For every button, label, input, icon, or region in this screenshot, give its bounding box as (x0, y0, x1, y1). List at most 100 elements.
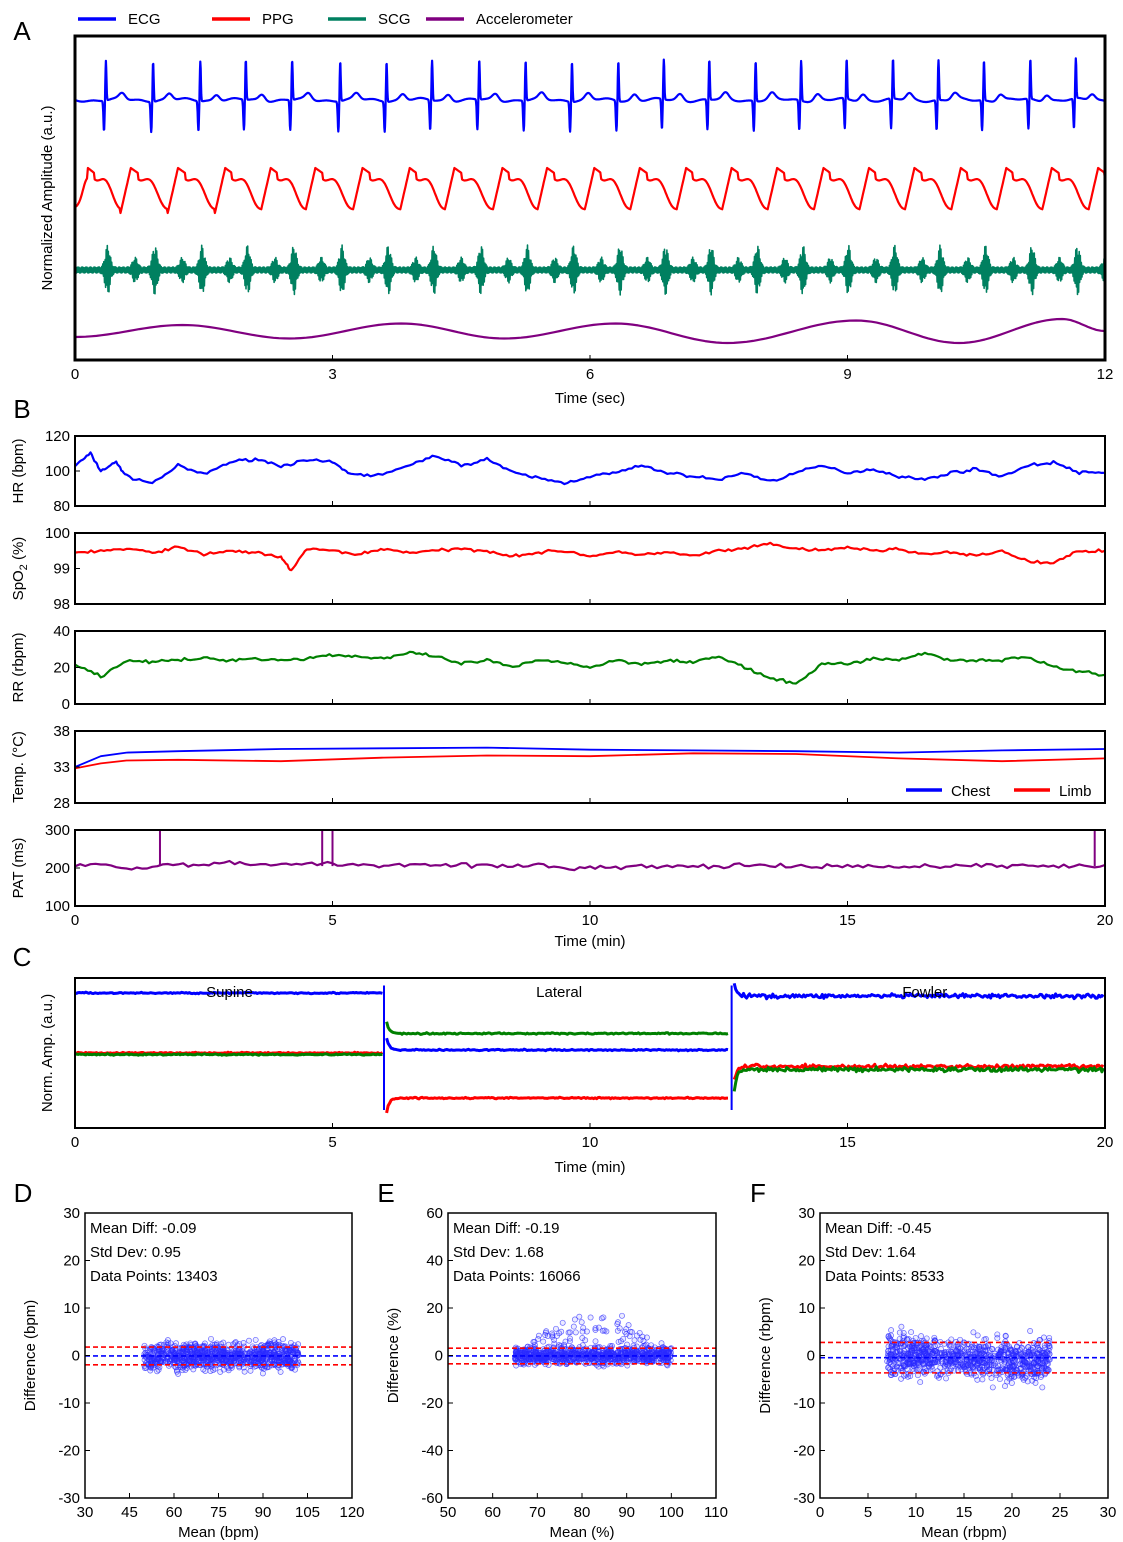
panel-f-point (905, 1336, 912, 1343)
panel-c-series-1-segment-1 (385, 1095, 728, 1114)
panel-f-point (994, 1335, 1001, 1342)
panel-b-sub-1-ytick-label-1: 99 (53, 561, 70, 578)
panel-f-point (896, 1351, 903, 1358)
panel-b-sub-0-ylabel: HR (bpm) (10, 438, 27, 503)
panel-a-xlabel: Time (sec) (555, 390, 625, 407)
panel-e-ytick-label-2: -20 (421, 1395, 443, 1412)
panel-d-point (247, 1367, 254, 1374)
panel-a-frame (73, 34, 1107, 362)
panel-f-point (939, 1358, 945, 1365)
panel-f-xtick-label-6: 30 (1100, 1504, 1117, 1521)
panel-f-point (1002, 1338, 1009, 1345)
panel-b-sub-4: 100 200 300 0 5 10 15 20 PAT (ms) (10, 822, 1113, 929)
panel-b-sub-1-ylabel-sub: 2 (18, 564, 30, 570)
panel-b-sub-4-ytick-label-0: 100 (45, 898, 70, 915)
panel-e-ytick-label-1: -40 (421, 1443, 443, 1460)
panel-f-point (1045, 1367, 1052, 1373)
panel-f-point (948, 1336, 955, 1343)
panel-b-sub-1-frame (74, 532, 1106, 605)
panel-e-point (664, 1357, 671, 1364)
panel-c-series-0-segment-1 (385, 1037, 729, 1053)
panel-e-point (572, 1329, 579, 1336)
panel-f-ytick-label-6: 30 (798, 1205, 815, 1222)
panel-b-sub-3-series-1 (74, 752, 1106, 770)
panel-e-point (627, 1328, 634, 1335)
panel-d-point (210, 1344, 217, 1351)
panel-c-series-0-segment-0 (74, 990, 383, 996)
panel-e-xtick-label-3: 80 (574, 1504, 591, 1521)
panel-b-sub-1-ytick-label-0: 98 (53, 596, 70, 613)
panel-e-point (586, 1359, 593, 1366)
panel-d-point (246, 1337, 252, 1344)
panel-d-stat-0: Mean Diff: -0.09 (90, 1220, 196, 1237)
panel-f-point (905, 1370, 912, 1377)
panel-d-point (240, 1340, 247, 1346)
panel-f-point (934, 1373, 940, 1380)
panel-d-ytick-label-6: 30 (63, 1205, 80, 1222)
panel-e-xtick-label-4: 90 (618, 1504, 635, 1521)
panel-d-point (179, 1367, 186, 1374)
panel-f-xtick-label-1: 5 (864, 1504, 872, 1521)
panel-d-ytick-label-0: -30 (58, 1490, 80, 1507)
panel-d-point (240, 1364, 247, 1371)
panel-b-sub-4-xtick-label-0: 0 (71, 912, 79, 929)
panel-e-point (592, 1338, 599, 1345)
panel-b-sub-2-ytick-label-0: 0 (62, 696, 70, 713)
panel-f-point (1021, 1358, 1028, 1365)
panel-f-point (1002, 1333, 1009, 1340)
panel-a-xtick-label-3: 9 (843, 366, 851, 383)
panel-f-ytick-label-1: -20 (793, 1443, 815, 1460)
panel-f-point (1039, 1384, 1046, 1391)
panel-f-point (909, 1365, 916, 1372)
panel-e-point (512, 1356, 519, 1363)
panel-e-point (639, 1348, 645, 1355)
panel-letter-b: B (13, 394, 30, 424)
panel-e-point (566, 1338, 573, 1345)
panel-f-point (984, 1362, 991, 1369)
panel-c: C 0 5 10 15 20 Supine Lateral Fowler Time (min) No… (13, 942, 1114, 1176)
panel-f-point (1039, 1364, 1046, 1371)
panel-e-point (565, 1329, 572, 1336)
panel-e-point (579, 1335, 586, 1341)
panel-d-point (152, 1356, 158, 1362)
panel-d-ytick-label-5: 20 (63, 1253, 80, 1270)
panel-e-point (522, 1355, 529, 1362)
panel-c-annotation-1: Lateral (536, 984, 582, 1001)
panel-c-series-2-segment-2 (732, 1065, 1105, 1092)
panel-b-sub-2-ytick-label-1: 20 (53, 660, 70, 677)
panel-b-sub-3-legend-label-0: Chest (951, 783, 991, 800)
panel-d-xtick-label-0: 30 (77, 1504, 94, 1521)
panel-f-point (1037, 1373, 1044, 1380)
panel-e-point (614, 1327, 621, 1334)
panel-e-point (535, 1336, 542, 1343)
panel-f-xtick-label-0: 0 (816, 1504, 824, 1521)
panel-e-point (527, 1352, 534, 1359)
panel-e-point (565, 1350, 572, 1357)
panel-d-point (200, 1356, 207, 1363)
panel-e-point (579, 1355, 586, 1362)
ppg-series-line (74, 166, 1107, 215)
panel-d-point (268, 1357, 275, 1364)
panel-b-sub-3-series-0 (74, 746, 1106, 768)
panel-f-xtick-label-2: 10 (908, 1504, 925, 1521)
panel-f-ytick-label-3: 0 (807, 1348, 815, 1365)
scg-series-line (74, 244, 1106, 296)
panel-d-point (190, 1353, 197, 1360)
panel-letter-a: A (13, 16, 31, 46)
panel-f-stat-0: Mean Diff: -0.45 (825, 1220, 931, 1237)
panel-f-ytick-label-4: 10 (798, 1300, 815, 1317)
panel-f-point (896, 1335, 903, 1342)
panel-c-xtick-label-2: 10 (582, 1134, 599, 1151)
panel-f-point (900, 1362, 907, 1369)
panel-e-point (549, 1330, 555, 1337)
panel-f-point (976, 1350, 983, 1356)
panel-f-point (917, 1379, 924, 1386)
panel-f-point (1046, 1344, 1053, 1351)
panel-f-ylabel: Difference (rbpm) (757, 1297, 774, 1413)
panel-e-point (576, 1313, 583, 1320)
panel-e-point (556, 1330, 563, 1337)
panel-f-point (1001, 1357, 1008, 1364)
panel-f-point (904, 1344, 911, 1351)
